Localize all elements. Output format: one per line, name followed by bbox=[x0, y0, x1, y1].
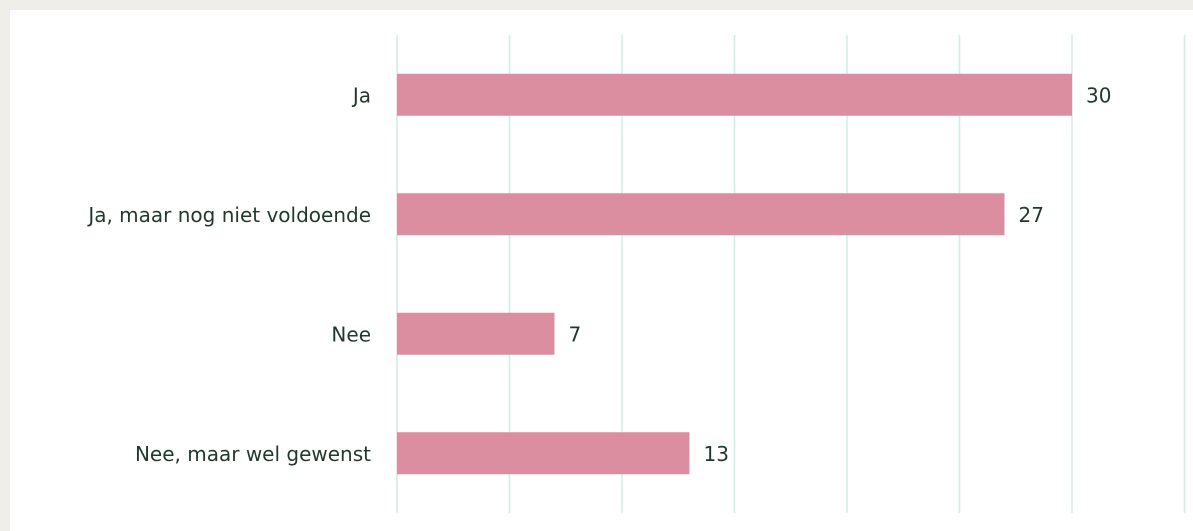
value-label: 7 bbox=[569, 322, 582, 346]
bar bbox=[397, 312, 555, 355]
bar bbox=[397, 432, 690, 475]
value-label: 13 bbox=[704, 442, 729, 466]
y-tick-label: Ja bbox=[351, 83, 371, 107]
bar bbox=[397, 73, 1072, 116]
y-tick-label: Nee bbox=[331, 322, 371, 346]
bar bbox=[397, 193, 1005, 236]
value-label: 27 bbox=[1019, 203, 1044, 227]
value-label: 30 bbox=[1086, 83, 1111, 107]
y-tick-label: Ja, maar nog niet voldoende bbox=[86, 203, 371, 227]
y-tick-label: Nee, maar wel gewenst bbox=[135, 442, 371, 466]
